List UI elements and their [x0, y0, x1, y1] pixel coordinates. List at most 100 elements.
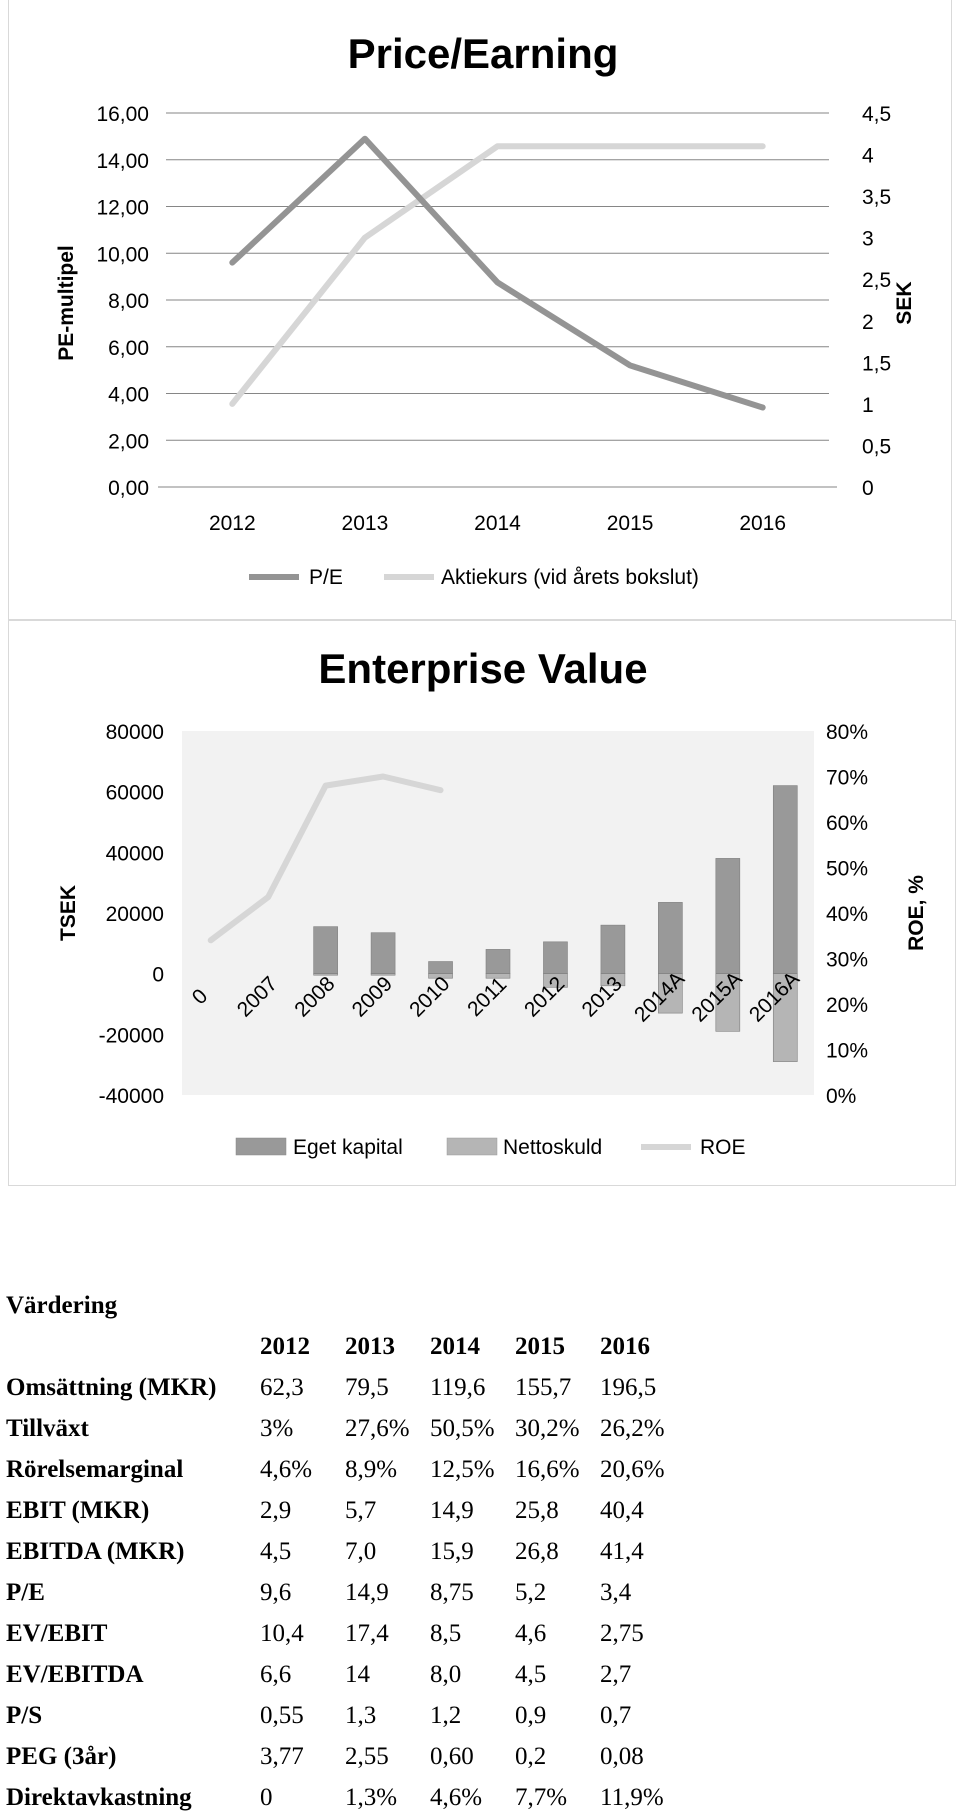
- year-header: 2014: [430, 1333, 480, 1360]
- row-label: EBIT (MKR): [6, 1497, 150, 1524]
- bar-nettoskuld: [600, 973, 626, 987]
- bar-eget-kapital: [313, 926, 338, 974]
- x-tick-label: 2016: [739, 512, 786, 535]
- y-tick-label-right: 10%: [826, 1040, 868, 1063]
- table-row: P/S 0,55 1,3 1,2 0,9 0,7: [6, 1695, 685, 1736]
- table-cell: 0,9: [515, 1702, 547, 1729]
- row-label: Rörelsemarginal: [6, 1456, 184, 1483]
- y-axis-title-left: TSEK: [57, 885, 80, 941]
- y-tick-label-right: 50%: [826, 858, 868, 881]
- table-row: PEG (3år) 3,77 2,55 0,60 0,2 0,08: [6, 1736, 685, 1777]
- table-cell: 4,5: [515, 1661, 547, 1688]
- table-cell: 41,4: [600, 1538, 644, 1565]
- y-axis-title-right: ROE, %: [905, 875, 928, 951]
- table-cell: 8,75: [430, 1579, 474, 1606]
- row-label: EV/EBITDA: [6, 1661, 144, 1688]
- aktiekurs-line: [229, 143, 766, 407]
- table-cell: 7,7%: [515, 1784, 568, 1811]
- y-tick-label-left: 20000: [106, 903, 164, 926]
- table-cell: 14: [345, 1661, 370, 1688]
- table-cell: 8,9%: [345, 1456, 398, 1483]
- table-row: Rörelsemarginal 4,6% 8,9% 12,5% 16,6% 20,6%: [6, 1449, 685, 1490]
- table-cell: 12,5%: [430, 1456, 495, 1483]
- y-tick-label-right: 40%: [826, 903, 868, 926]
- table-cell: 119,6: [430, 1374, 486, 1401]
- table-cell: 0,08: [600, 1743, 644, 1770]
- table-cell: 0,55: [260, 1702, 304, 1729]
- bars: [313, 785, 798, 1062]
- y-tick-label-left: 6,00: [108, 337, 149, 360]
- table-cell: 30,2%: [515, 1415, 580, 1442]
- table-row: Tillväxt 3% 27,6% 50,5% 30,2% 26,2%: [6, 1408, 685, 1449]
- table-cell: 27,6%: [345, 1415, 410, 1442]
- bar-eget-kapital: [772, 785, 798, 974]
- series-lines: [229, 135, 766, 411]
- table-cell: 2,9: [260, 1497, 292, 1524]
- y-tick-label-right: 20%: [826, 994, 868, 1017]
- table-cell: 62,3: [260, 1374, 304, 1401]
- y-tick-label-left: 8,00: [108, 290, 149, 313]
- row-label: P/S: [6, 1702, 43, 1729]
- bar-eget-kapital: [543, 941, 568, 974]
- bar-nettoskuld: [428, 973, 453, 979]
- y-tick-label-right: 70%: [826, 767, 868, 790]
- table-cell: 79,5: [345, 1374, 389, 1401]
- legend-label-pe: P/E: [309, 566, 343, 589]
- y-tick-label-left: 40000: [106, 842, 164, 865]
- bar-nettoskuld: [485, 973, 511, 979]
- roe-line: [207, 773, 444, 944]
- ev-chart: Enterprise Value TSEK ROE, % -40000 -2000…: [8, 620, 956, 1186]
- y-tick-label-left: 2,00: [108, 430, 149, 453]
- table-cell: 20,6%: [600, 1456, 665, 1483]
- y-axis-title-left: PE-multipel: [55, 245, 78, 361]
- y-tick-label-right: 0,5: [862, 435, 891, 458]
- y-tick-label-left: 0,00: [108, 477, 149, 500]
- table-cell: 25,8: [515, 1497, 559, 1524]
- pe-chart: Price/Earning PE-multipel SEK 0,00 2,00 4,…: [8, 0, 952, 620]
- y-tick-label-left: 60000: [106, 782, 164, 805]
- legend-label-roe: ROE: [700, 1136, 746, 1159]
- y-tick-label-left: -40000: [99, 1085, 164, 1108]
- pe-line: [229, 135, 766, 411]
- table-cell: 4,6%: [430, 1784, 483, 1811]
- table-cell: 8,5: [430, 1620, 462, 1647]
- y-tick-label-right: 2,5: [862, 269, 891, 292]
- table-cell: 2,55: [345, 1743, 389, 1770]
- y-tick-label-left: 80000: [106, 721, 164, 744]
- bar-eget-kapital: [600, 924, 626, 974]
- table-cell: 1,3: [345, 1702, 377, 1729]
- table-cell: 155,7: [515, 1374, 572, 1401]
- y-tick-label-right: 1: [862, 394, 874, 417]
- table-cell: 0,2: [515, 1743, 547, 1770]
- y-tick-label-right: 4,5: [862, 103, 891, 126]
- y-tick-label-right: 60%: [826, 812, 868, 835]
- row-label: P/E: [6, 1579, 45, 1606]
- bar-eget-kapital: [658, 902, 683, 974]
- legend-swatch-nettoskuld: [446, 1137, 498, 1156]
- table-cell: 15,9: [430, 1538, 474, 1565]
- table-cell: 14,9: [430, 1497, 474, 1524]
- table-cell: 40,4: [600, 1497, 644, 1524]
- table-row: EV/EBIT 10,4 17,4 8,5 4,6 2,75: [6, 1613, 685, 1654]
- table-cell: 2,7: [600, 1661, 632, 1688]
- table-cell: 3,77: [260, 1743, 304, 1770]
- chart-title: Enterprise Value: [318, 645, 647, 692]
- bar-nettoskuld: [370, 973, 396, 976]
- y-tick-label-left: -20000: [99, 1024, 164, 1047]
- table-cell: 10,4: [260, 1620, 304, 1647]
- row-label: Direktavkastning: [6, 1784, 192, 1811]
- table-cell: 0,7: [600, 1702, 632, 1729]
- table-row: Omsättning (MKR) 62,3 79,5 119,6 155,7 196,5: [6, 1367, 685, 1408]
- x-tick-label: 2013: [342, 512, 389, 535]
- table-cell: 7,0: [345, 1538, 377, 1565]
- legend-label-nettoskuld: Nettoskuld: [503, 1136, 602, 1159]
- plot-area: [182, 731, 814, 1095]
- table-cell: 9,6: [260, 1579, 292, 1606]
- bar-nettoskuld: [772, 973, 798, 1062]
- y-tick-label-right: 0%: [826, 1085, 856, 1108]
- table-cell: 4,6: [515, 1620, 547, 1647]
- table-cell: 3,4: [600, 1579, 632, 1606]
- y-tick-label-right: 0: [862, 477, 874, 500]
- table-cell: 4,6%: [260, 1456, 313, 1483]
- gridlines: [158, 112, 837, 488]
